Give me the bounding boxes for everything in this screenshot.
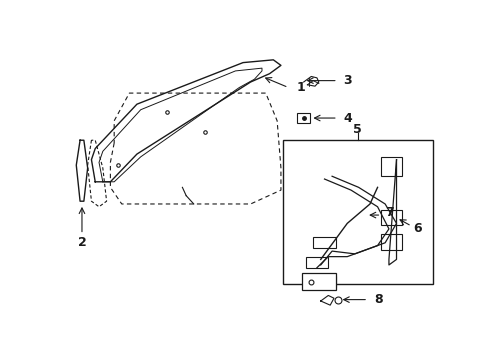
Bar [381,210,401,225]
Bar [301,273,335,290]
Bar [381,157,401,176]
Bar [296,113,310,123]
Text: 4: 4 [343,112,351,125]
Text: 8: 8 [373,293,382,306]
Text: 3: 3 [343,74,351,87]
Bar [305,257,327,268]
Text: 1: 1 [296,81,304,94]
Bar [282,140,432,284]
FancyBboxPatch shape [312,237,335,248]
Text: 5: 5 [352,123,361,136]
Bar [381,234,401,250]
Text: 7: 7 [385,206,393,219]
Text: 6: 6 [413,222,421,235]
Text: 2: 2 [78,236,86,249]
Bar [309,276,335,287]
